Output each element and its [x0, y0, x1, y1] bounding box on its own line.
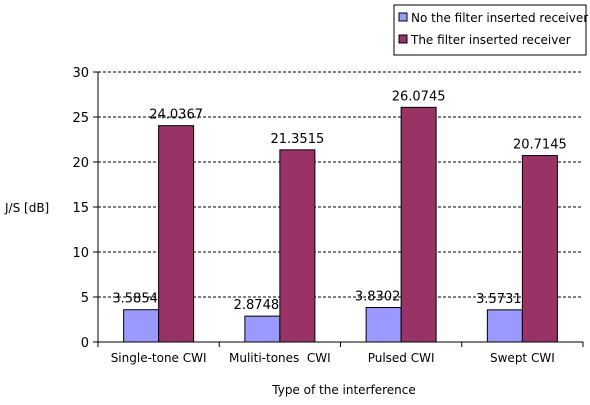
data-label: 2.8748 [234, 298, 280, 313]
data-labels: 3.5854 24.0367 2.8748 21.3515 3.8302 26.0745 3… [112, 89, 566, 313]
y-tick-label: 0 [81, 336, 89, 351]
bar [486, 309, 523, 343]
legend-swatch [398, 12, 408, 22]
x-axis-title: Type of the interference [271, 383, 415, 397]
axes: 0 5 10 15 20 25 30 Single-tone CWI Muliti-tones … [72, 66, 584, 365]
data-label: 3.8302 [355, 290, 401, 305]
legend-swatch [398, 34, 408, 44]
bar [400, 106, 437, 343]
bar [158, 125, 195, 343]
legend-label: The filter inserted receiver [410, 33, 571, 47]
bar [123, 309, 160, 343]
data-label: 20.7145 [513, 138, 567, 153]
y-tick-label: 25 [72, 111, 89, 126]
legend-box [393, 4, 587, 56]
y-tick-label: 15 [72, 201, 89, 216]
data-label: 26.0745 [392, 89, 446, 104]
bar [365, 307, 402, 343]
x-tick-label: Swept CWI [490, 351, 555, 365]
y-tick-label: 20 [72, 156, 89, 171]
bar [244, 315, 281, 343]
x-tick-label: Pulsed CWI [368, 351, 435, 365]
data-label: 24.0367 [149, 108, 203, 123]
data-label: 21.3515 [270, 132, 324, 147]
y-tick-label: 5 [81, 291, 89, 306]
y-tick-label: 30 [72, 66, 89, 81]
legend-label: No the filter inserted receiver [411, 11, 588, 25]
bar [279, 149, 316, 343]
bar [521, 155, 558, 343]
y-axis-title: J/S [dB] [4, 201, 49, 215]
x-tick-label: Muliti-tones CWI [229, 351, 331, 365]
x-tick-label: Single-tone CWI [111, 351, 207, 365]
data-label: 3.5731 [476, 292, 522, 307]
y-tick-label: 10 [72, 246, 89, 261]
data-label: 3.5854 [112, 292, 158, 307]
legend: No the filter inserted receiver The filte… [393, 4, 588, 56]
